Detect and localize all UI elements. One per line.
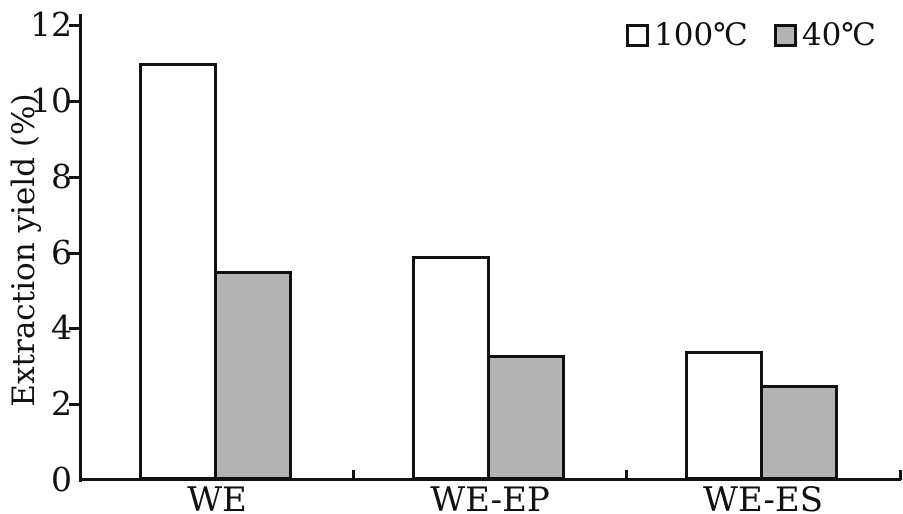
category-label-we-es: WE-ES bbox=[703, 480, 823, 514]
legend: 100℃ 40℃ bbox=[626, 20, 876, 51]
y-axis-tick bbox=[69, 403, 80, 406]
y-axis-tick bbox=[69, 24, 80, 27]
y-tick-label: 2 bbox=[51, 384, 72, 423]
y-axis-tick bbox=[69, 252, 80, 255]
category-label-we: WE bbox=[187, 480, 247, 514]
y-tick-label: 0 bbox=[51, 460, 72, 499]
legend-label: 40℃ bbox=[801, 17, 876, 53]
y-tick-label: 6 bbox=[51, 233, 72, 272]
y-tick-label: 10 bbox=[30, 81, 72, 120]
y-axis-tick bbox=[69, 327, 80, 330]
legend-item-hot: 100℃ bbox=[626, 20, 748, 51]
bar-we-ep-gray bbox=[487, 355, 565, 480]
x-axis-separator-tick bbox=[352, 470, 355, 480]
y-tick-label: 8 bbox=[51, 157, 72, 196]
y-axis-tick bbox=[69, 176, 80, 179]
x-axis-separator-tick bbox=[899, 470, 902, 480]
category-label-we-ep: WE-EP bbox=[430, 480, 550, 514]
bar-we-ep-white bbox=[412, 256, 490, 480]
legend-item-cold: 40℃ bbox=[773, 17, 876, 53]
y-axis-line bbox=[79, 14, 82, 482]
bar-we-gray bbox=[214, 271, 292, 480]
bar-we-white bbox=[139, 63, 217, 480]
legend-label: 100℃ bbox=[654, 17, 748, 53]
legend-swatch-icon bbox=[626, 24, 649, 47]
legend-swatch-icon bbox=[773, 24, 797, 47]
y-axis-tick bbox=[69, 100, 80, 103]
bar-we-es-white bbox=[685, 351, 763, 480]
bar-we-es-gray bbox=[760, 385, 838, 480]
y-tick-label: 4 bbox=[51, 308, 72, 347]
x-axis-separator-tick bbox=[625, 470, 628, 480]
x-axis-line bbox=[79, 478, 901, 481]
y-tick-label: 12 bbox=[30, 5, 72, 44]
